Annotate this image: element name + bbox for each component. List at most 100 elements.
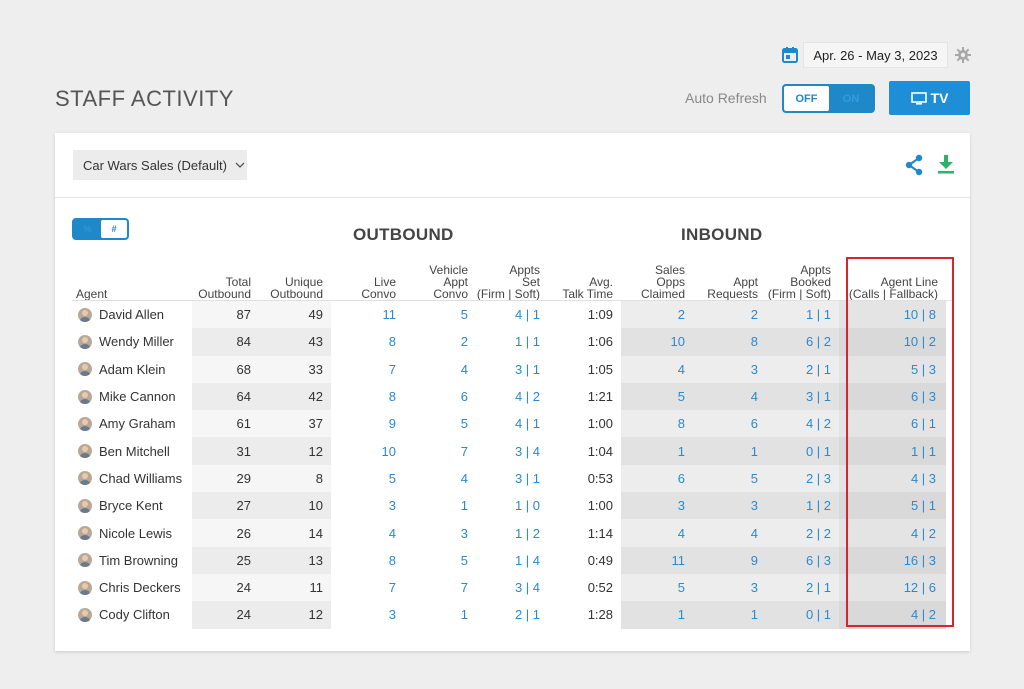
cell-value[interactable]: 4 | 2 [514, 389, 540, 405]
cell-vehicle-appt-convo[interactable]: 2 [404, 328, 476, 355]
cell-appts-set[interactable]: 1 | 2 [476, 519, 548, 546]
cell-vehicle-appt-convo[interactable]: 7 [404, 437, 476, 464]
cell-appt-requests[interactable]: 4 [693, 382, 766, 411]
cell-value[interactable]: 7 [388, 580, 396, 596]
toggle-on-option[interactable]: ON [842, 92, 860, 105]
cell-appt-requests[interactable]: 1 [693, 437, 766, 465]
cell-vehicle-appt-convo[interactable]: 6 [404, 383, 476, 410]
cell-appt-requests[interactable]: 4 [693, 519, 766, 547]
cell-value[interactable]: 9 [388, 416, 396, 432]
tv-mode-button[interactable]: TV [889, 81, 970, 115]
cell-value[interactable]: 3 [750, 498, 758, 514]
cell-value[interactable]: 7 [460, 443, 468, 459]
cell-live-convo[interactable]: 3 [331, 492, 404, 519]
number-option[interactable]: # [101, 220, 127, 238]
cell-vehicle-appt-convo[interactable]: 5 [404, 301, 476, 328]
cell-value[interactable]: 10 | 8 [903, 307, 936, 323]
cell-value[interactable]: 5 [388, 470, 396, 486]
cell-appts-set[interactable]: 1 | 1 [476, 328, 548, 355]
cell-value[interactable]: 5 [460, 307, 468, 323]
cell-vehicle-appt-convo[interactable]: 3 [404, 519, 476, 546]
cell-value[interactable]: 8 [677, 416, 685, 432]
cell-live-convo[interactable]: 7 [331, 356, 404, 383]
cell-value[interactable]: 5 | 3 [910, 361, 936, 377]
cell-value[interactable]: 6 | 3 [910, 389, 936, 405]
percent-number-toggle[interactable]: % # [72, 218, 129, 240]
cell-sales-opps-claimed[interactable]: 1 [621, 437, 693, 465]
cell-appts-set[interactable]: 3 | 4 [476, 437, 548, 464]
cell-agent-line[interactable]: 5 | 3 [839, 355, 946, 383]
cell-value[interactable]: 3 [388, 498, 396, 514]
cell-value[interactable]: 4 [388, 525, 396, 541]
cell-value[interactable]: 5 [460, 552, 468, 568]
cell-sales-opps-claimed[interactable]: 11 [621, 546, 693, 574]
cell-value[interactable]: 2 | 3 [805, 470, 831, 486]
cell-value[interactable]: 3 [750, 580, 758, 596]
cell-appt-requests[interactable]: 8 [693, 328, 766, 356]
percent-option[interactable]: % [83, 224, 92, 234]
cell-appt-requests[interactable]: 6 [693, 410, 766, 438]
gear-icon[interactable] [955, 47, 971, 63]
cell-value[interactable]: 6 | 3 [805, 552, 831, 568]
cell-vehicle-appt-convo[interactable]: 1 [404, 492, 476, 519]
cell-appts-booked[interactable]: 2 | 1 [766, 355, 839, 383]
cell-appt-requests[interactable]: 1 [693, 601, 766, 629]
cell-value[interactable]: 3 | 1 [514, 361, 540, 377]
cell-value[interactable]: 1 | 1 [910, 443, 936, 459]
cell-value[interactable]: 3 [460, 525, 468, 541]
cell-agent-line[interactable]: 10 | 2 [839, 328, 946, 356]
cell-appts-booked[interactable]: 2 | 3 [766, 464, 839, 493]
cell-appts-booked[interactable]: 6 | 3 [766, 546, 839, 574]
cell-value[interactable]: 1 | 2 [514, 525, 540, 541]
calendar-icon[interactable] [781, 46, 799, 64]
cell-value[interactable]: 8 [388, 389, 396, 405]
cell-value[interactable]: 4 [460, 470, 468, 486]
cell-value[interactable]: 1 | 1 [805, 307, 831, 323]
cell-agent-line[interactable]: 4 | 2 [839, 601, 946, 629]
cell-appts-booked[interactable]: 6 | 2 [766, 328, 839, 356]
cell-appt-requests[interactable]: 5 [693, 464, 766, 493]
cell-value[interactable]: 11 [671, 552, 686, 568]
cell-appts-set[interactable]: 4 | 1 [476, 301, 548, 328]
cell-value[interactable]: 4 | 2 [805, 416, 831, 432]
cell-vehicle-appt-convo[interactable]: 5 [404, 410, 476, 437]
cell-appts-set[interactable]: 4 | 1 [476, 410, 548, 437]
cell-appts-set[interactable]: 3 | 1 [476, 465, 548, 492]
report-select[interactable]: Car Wars Sales (Default) [73, 150, 247, 180]
cell-value[interactable]: 12 | 6 [903, 580, 936, 596]
cell-agent-line[interactable]: 4 | 3 [839, 464, 946, 493]
cell-value[interactable]: 1 [750, 607, 758, 623]
cell-appt-requests[interactable]: 3 [693, 573, 766, 602]
cell-vehicle-appt-convo[interactable]: 5 [404, 547, 476, 574]
cell-value[interactable]: 1 | 2 [805, 498, 831, 514]
cell-value[interactable]: 3 | 1 [805, 389, 831, 405]
cell-value[interactable]: 6 | 2 [805, 334, 831, 350]
cell-appt-requests[interactable]: 2 [693, 301, 766, 329]
cell-appts-set[interactable]: 1 | 0 [476, 492, 548, 519]
cell-value[interactable]: 5 [677, 580, 685, 596]
cell-sales-opps-claimed[interactable]: 1 [621, 601, 693, 629]
cell-sales-opps-claimed[interactable]: 10 [621, 328, 693, 356]
cell-agent-line[interactable]: 6 | 1 [839, 410, 946, 438]
cell-live-convo[interactable]: 8 [331, 547, 404, 574]
cell-value[interactable]: 5 [750, 470, 758, 486]
cell-value[interactable]: 1 | 4 [514, 552, 540, 568]
cell-value[interactable]: 1 [460, 498, 468, 514]
cell-vehicle-appt-convo[interactable]: 7 [404, 574, 476, 601]
cell-value[interactable]: 10 [381, 443, 396, 459]
cell-value[interactable]: 8 [388, 334, 396, 350]
cell-value[interactable]: 3 | 4 [514, 580, 540, 596]
cell-value[interactable]: 7 [460, 580, 468, 596]
cell-live-convo[interactable]: 9 [331, 410, 404, 437]
cell-value[interactable]: 6 [750, 416, 758, 432]
date-range-picker[interactable]: Apr. 26 - May 3, 2023 [781, 42, 948, 68]
cell-sales-opps-claimed[interactable]: 3 [621, 492, 693, 520]
cell-live-convo[interactable]: 5 [331, 465, 404, 492]
cell-value[interactable]: 9 [750, 552, 758, 568]
cell-value[interactable]: 4 | 3 [910, 470, 936, 486]
cell-live-convo[interactable]: 11 [331, 301, 404, 328]
cell-appts-booked[interactable]: 0 | 1 [766, 437, 839, 465]
cell-value[interactable]: 1 [750, 443, 758, 459]
cell-value[interactable]: 5 [460, 416, 468, 432]
cell-live-convo[interactable]: 8 [331, 383, 404, 410]
